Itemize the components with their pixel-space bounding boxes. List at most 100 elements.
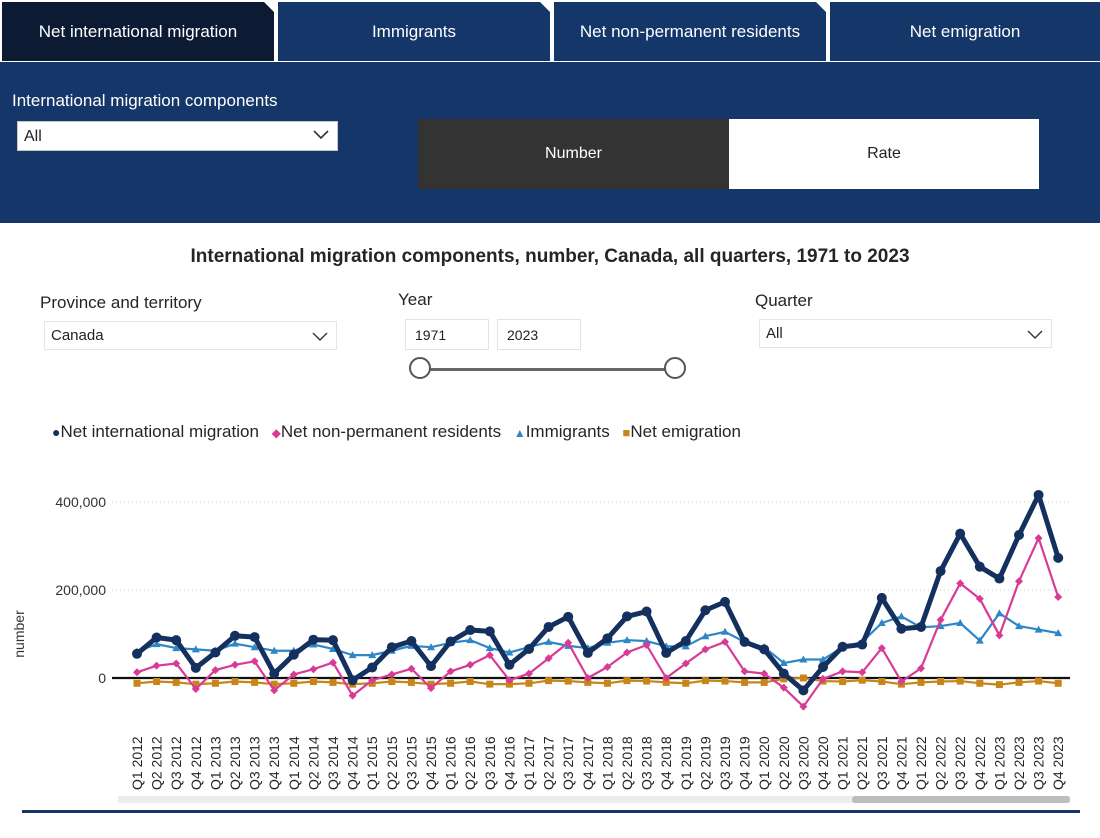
data-point-emi (407, 678, 415, 686)
data-point-emi (780, 675, 788, 683)
data-point-emi (956, 677, 964, 685)
x-tick-label: Q1 2021 (835, 736, 851, 790)
data-point-npr (936, 615, 945, 624)
data-point-nim (230, 630, 240, 641)
data-point-emi (937, 678, 945, 686)
x-tick-label: Q4 2023 (1050, 736, 1066, 790)
data-point-emi (603, 679, 611, 687)
year-slider-start-handle[interactable] (409, 357, 431, 379)
data-point-nim (190, 662, 201, 673)
x-tick-label: Q2 2021 (854, 736, 870, 790)
data-point-npr (681, 659, 690, 668)
tab-net-emigration[interactable]: Net emigration (830, 2, 1100, 61)
data-point-npr (838, 667, 847, 676)
data-point-npr (897, 677, 906, 686)
data-point-nim (641, 606, 652, 617)
chart-legend: ●Net international migration ◆Net non-pe… (52, 422, 749, 442)
data-point-imm (368, 651, 377, 659)
data-point-emi (388, 678, 396, 686)
data-point-emi (153, 678, 161, 686)
data-point-imm (975, 636, 984, 644)
x-tick-label: Q2 2017 (541, 736, 557, 790)
horizontal-scrollbar-thumb[interactable] (852, 796, 1070, 803)
data-point-nim (426, 661, 436, 672)
data-point-npr (760, 669, 769, 678)
x-tick-label: Q1 2017 (521, 736, 537, 790)
data-point-npr (662, 674, 671, 682)
year-to-input[interactable]: 2023 (497, 319, 581, 350)
x-tick-label: Q3 2016 (482, 736, 498, 790)
control-panel: International migration components All N… (0, 62, 1100, 223)
legend-label: Immigrants (525, 422, 610, 441)
data-point-nim (955, 528, 966, 539)
tab-net-non-permanent-residents[interactable]: Net non-permanent residents (554, 2, 826, 61)
data-point-npr (485, 651, 494, 660)
data-point-emi (1054, 679, 1062, 687)
data-point-npr (407, 664, 416, 673)
year-from-input[interactable]: 1971 (405, 319, 489, 350)
data-point-nim (504, 659, 515, 670)
year-slider-end-handle[interactable] (664, 357, 686, 379)
data-point-nim (367, 662, 378, 673)
data-point-nim (1033, 489, 1044, 500)
tab-immigrants[interactable]: Immigrants (278, 2, 550, 61)
data-point-npr (779, 683, 788, 692)
data-point-npr (623, 648, 631, 657)
data-point-emi (1015, 678, 1023, 686)
x-tick-label: Q3 2013 (247, 736, 263, 790)
data-point-imm (270, 646, 279, 654)
x-tick-label: Q1 2019 (678, 736, 694, 790)
province-dropdown[interactable]: Canada (44, 321, 337, 350)
legend-item-npr[interactable]: ◆Net non-permanent residents (272, 422, 501, 441)
data-point-nim (543, 621, 554, 632)
tab-net-international-migration[interactable]: Net international migration (2, 2, 274, 61)
data-point-npr (564, 638, 573, 647)
data-point-nim (661, 647, 672, 658)
data-point-emi (466, 678, 474, 686)
data-point-nim (896, 623, 907, 634)
data-point-nim (857, 639, 868, 650)
data-point-imm (191, 645, 200, 653)
province-value: Canada (51, 327, 104, 344)
data-point-npr (799, 702, 808, 711)
data-point-imm (721, 627, 729, 635)
data-point-npr (740, 667, 749, 676)
data-point-nim (347, 675, 358, 686)
rate-toggle-button[interactable]: Rate (729, 119, 1039, 189)
quarter-dropdown[interactable]: All (759, 319, 1052, 348)
horizontal-scrollbar-track[interactable] (118, 796, 1070, 803)
x-tick-label: Q3 2012 (168, 736, 184, 790)
x-tick-label: Q3 2018 (639, 736, 655, 790)
data-point-imm (172, 644, 181, 652)
data-point-nim (582, 647, 593, 658)
data-point-npr (270, 686, 279, 695)
legend-label: Net emigration (630, 422, 741, 441)
data-point-emi (564, 677, 572, 685)
data-point-nim (837, 641, 848, 652)
data-point-nim (269, 668, 280, 679)
number-toggle-button[interactable]: Number (418, 119, 729, 189)
data-point-emi (309, 678, 317, 686)
x-tick-label: Q2 2015 (384, 736, 400, 790)
data-point-emi (584, 678, 592, 686)
data-point-imm (877, 619, 886, 626)
quarter-label: Quarter (755, 291, 813, 310)
x-tick-label: Q1 2014 (286, 736, 302, 790)
data-point-imm (1015, 622, 1023, 630)
data-point-npr (877, 644, 886, 653)
data-point-emi (486, 680, 494, 688)
data-point-nim (132, 648, 142, 659)
data-point-imm (995, 609, 1004, 617)
legend-item-imm[interactable]: ▲Immigrants (514, 422, 610, 441)
data-point-emi (878, 678, 886, 686)
legend-marker-square-icon: ■ (622, 425, 631, 440)
year-slider-track[interactable] (420, 368, 675, 371)
legend-item-emi[interactable]: ■Net emigration (623, 422, 741, 441)
legend-item-nim[interactable]: ●Net international migration (52, 422, 259, 441)
data-point-npr (525, 669, 533, 678)
data-point-nim (288, 649, 299, 660)
y-tick-label: 0 (98, 670, 106, 686)
components-dropdown[interactable]: All (17, 121, 338, 151)
data-point-emi (623, 677, 631, 685)
